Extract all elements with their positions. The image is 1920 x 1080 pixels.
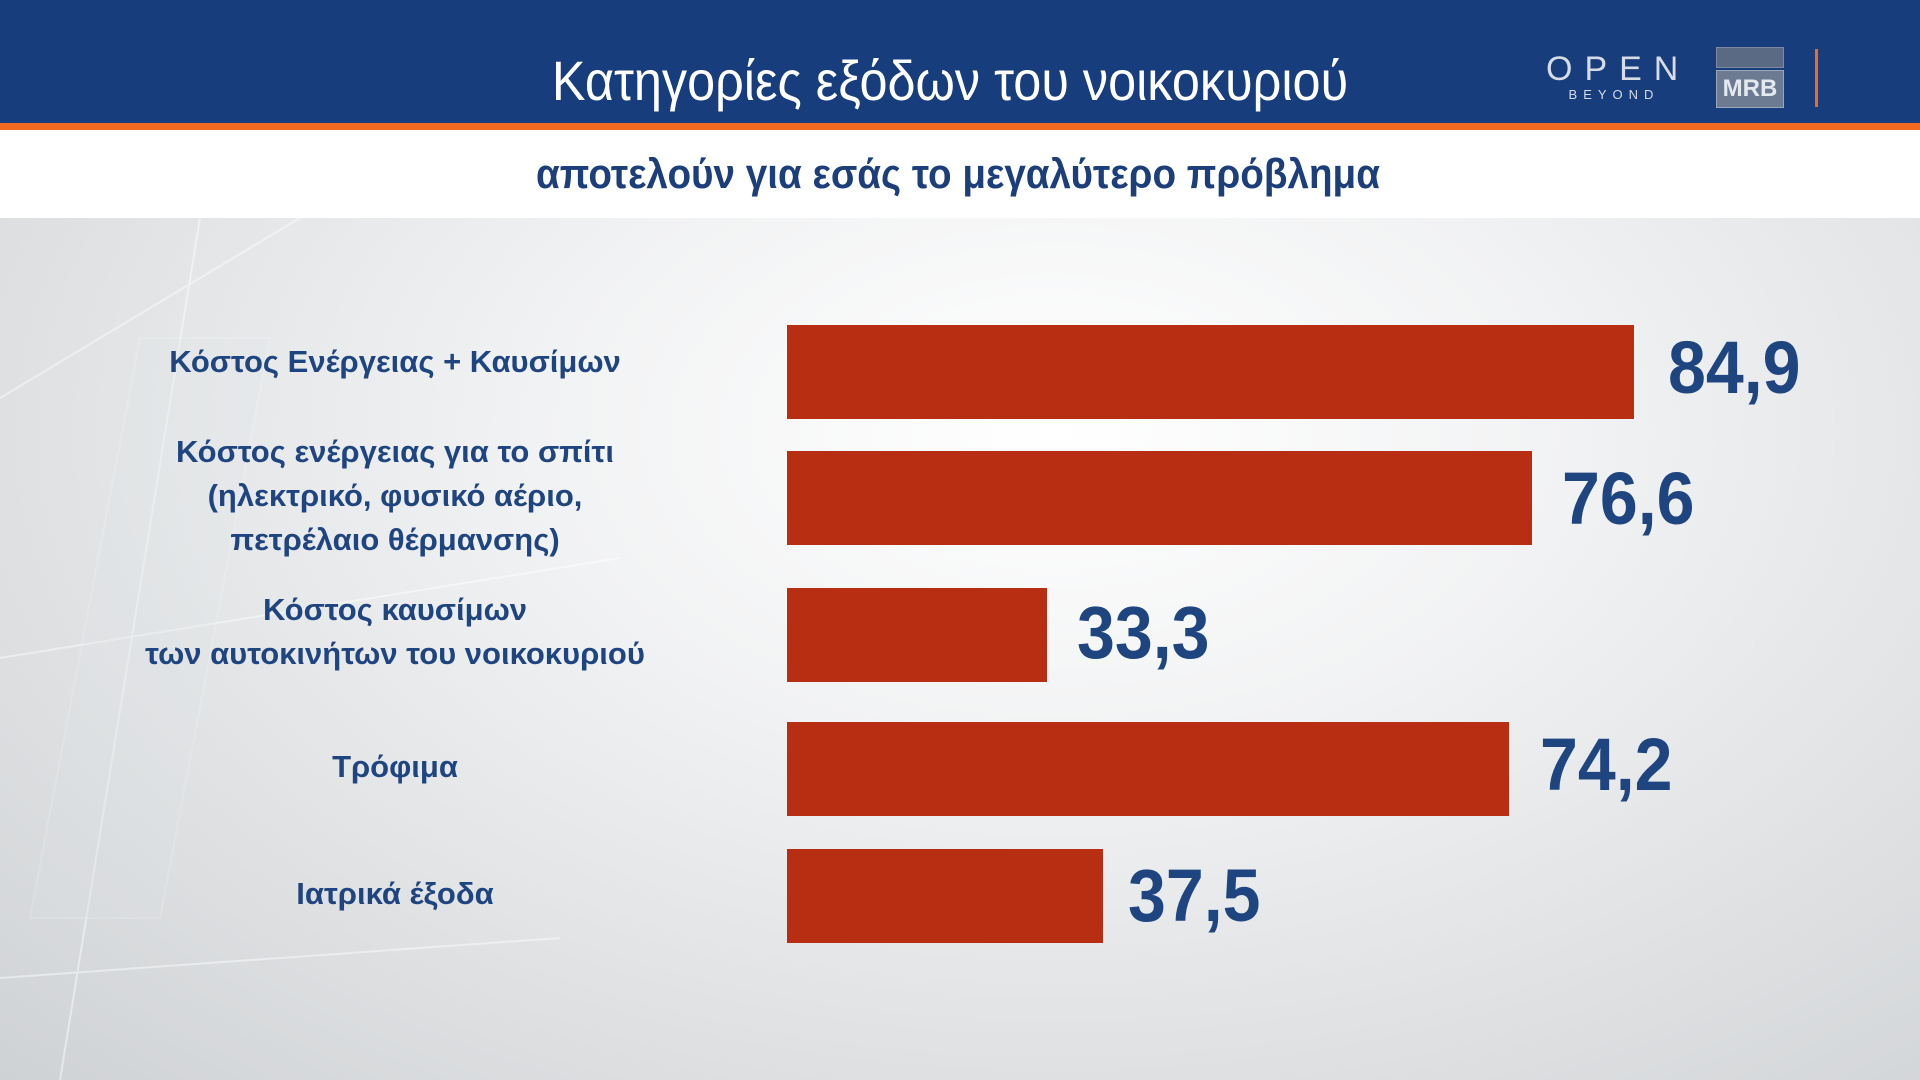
- open-beyond-logo: OPEN BEYOND: [1546, 52, 1682, 104]
- category-label-line: Κόστος ενέργειας για το σπίτι: [176, 434, 614, 469]
- page-title: Κατηγορίες εξόδων του νοικοκυριού: [551, 49, 1349, 112]
- subtitle-band: [0, 130, 1920, 218]
- category-label: Κόστος ενέργειας για το σπίτι (ηλεκτρικό…: [40, 430, 750, 562]
- category-label-line: των αυτοκινήτων του νοικοκυριού: [145, 636, 645, 671]
- value-label: 84,9: [1668, 326, 1801, 409]
- category-label-line: Κόστος καυσίμων: [262, 592, 528, 627]
- value-label: 37,5: [1128, 854, 1261, 937]
- category-label: Κόστος Ενέργειας + Καυσίμων: [40, 340, 750, 384]
- logo-open-text: OPEN: [1546, 50, 1691, 88]
- category-label-line: (ηλεκτρικό, φυσικό αέριο,: [207, 478, 583, 513]
- category-label-line: Τρόφιμα: [332, 749, 458, 784]
- category-label: Κόστος καυσίμων των αυτοκινήτων του νοικ…: [40, 588, 750, 676]
- accent-stripe: [0, 123, 1920, 130]
- bar: [787, 451, 1532, 545]
- category-label-line: Κόστος Ενέργειας + Καυσίμων: [169, 344, 621, 379]
- header-bar: [0, 0, 1920, 124]
- chart-subtitle: αποτελούν για εσάς το μεγαλύτερο πρόβλημ…: [536, 150, 1380, 197]
- bar: [787, 722, 1509, 816]
- bar: [787, 325, 1634, 419]
- mrb-logo-text: MRB: [1716, 70, 1784, 108]
- value-label: 76,6: [1562, 457, 1695, 540]
- bar: [787, 849, 1103, 943]
- value-label: 33,3: [1077, 591, 1210, 674]
- category-label: Ιατρικά έξοδα: [40, 872, 750, 916]
- background-decoration: [0, 218, 621, 1080]
- value-label: 74,2: [1540, 723, 1673, 806]
- category-label: Τρόφιμα: [40, 745, 750, 789]
- mrb-logo: MRB: [1716, 47, 1784, 108]
- logo-tagline: BEYOND: [1568, 87, 1660, 102]
- bar: [787, 588, 1047, 682]
- mrb-logo-block: [1716, 47, 1784, 68]
- logo-divider: [1815, 49, 1818, 107]
- category-label-line: Ιατρικά έξοδα: [296, 876, 494, 911]
- category-label-line: πετρέλαιο θέρμανσης): [230, 522, 560, 557]
